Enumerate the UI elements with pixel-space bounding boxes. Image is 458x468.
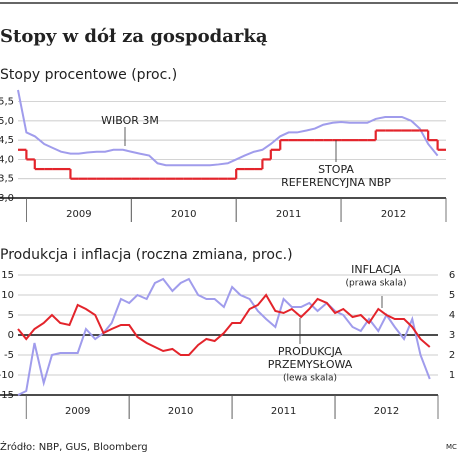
y-tick-label: 4,5 (0, 135, 14, 146)
y-tick-label: -10 (0, 370, 14, 381)
page-title: Stopy w dół za gospodarką (0, 26, 268, 47)
x-tick-label: 2011 (276, 209, 301, 220)
x-tick-label: 2009 (65, 406, 90, 417)
series-line (17, 89, 439, 167)
y-tick-label: 10 (1, 290, 14, 301)
y-tick-label: 5,5 (0, 97, 14, 108)
panel-title: Produkcja i inflacja (roczna zmiana, pro… (0, 247, 293, 263)
x-tick-label: 2009 (66, 209, 91, 220)
series-scale-note: (lewa skala) (283, 374, 337, 384)
series-label: INFLACJA (351, 263, 401, 276)
x-tick-label: 2010 (171, 209, 196, 220)
x-tick-label: 2010 (168, 406, 193, 417)
y-tick-label: 5 (8, 310, 14, 321)
source: Źródło: NBP, GUS, Bloomberg (0, 440, 148, 453)
y-tick-label: 0 (8, 330, 14, 341)
y2-tick-label: 3 (449, 330, 455, 341)
series-label: PRZEMYSŁOWA (268, 358, 353, 371)
y2-tick-label: 6 (449, 270, 455, 281)
series-scale-note: (prawa skala) (346, 279, 407, 289)
series-label: REFERENCYJNA NBP (281, 176, 391, 189)
y2-tick-label: 5 (449, 290, 455, 301)
y2-tick-label: 4 (449, 310, 455, 321)
signature: MC (446, 443, 457, 451)
series-label: WIBOR 3M (101, 114, 159, 127)
y-tick-label: 4,0 (0, 154, 14, 165)
series-line (17, 293, 431, 356)
y-tick-label: -5 (4, 350, 14, 361)
y-tick-label: 15 (1, 270, 14, 281)
series-label: PRODUKCJA (278, 345, 343, 358)
series-line (17, 277, 431, 396)
x-tick-label: 2011 (271, 406, 296, 417)
y2-tick-label: 2 (449, 350, 455, 361)
panel-title: Stopy procentowe (proc.) (0, 67, 177, 83)
series-label: STOPA (318, 163, 354, 176)
y2-tick-label: 1 (449, 370, 455, 381)
y-tick-label: 5,0 (0, 116, 14, 127)
x-tick-label: 2012 (374, 406, 399, 417)
x-tick-label: 2012 (381, 209, 406, 220)
y-tick-label: 3,5 (0, 174, 14, 185)
